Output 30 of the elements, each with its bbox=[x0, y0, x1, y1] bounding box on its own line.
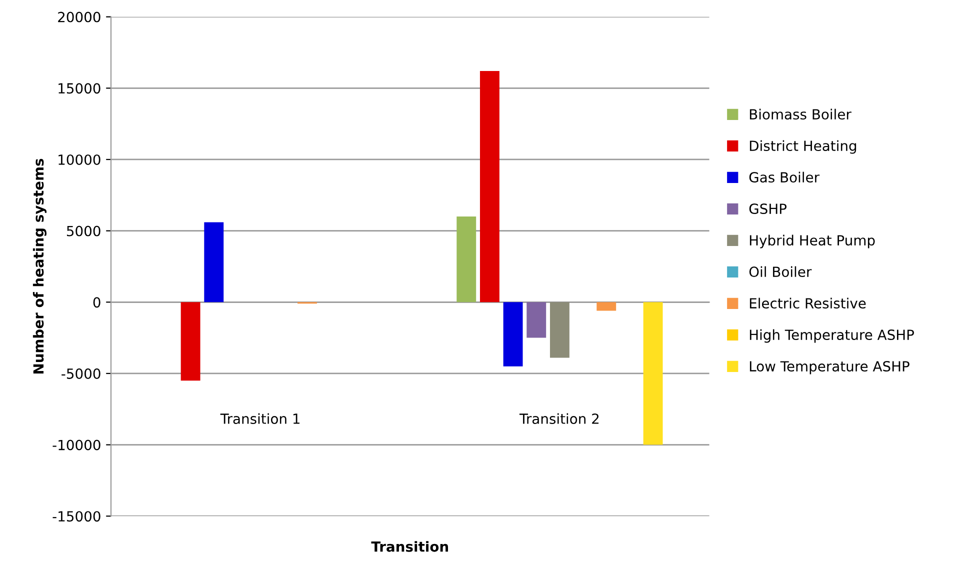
y-tick-label: 15000 bbox=[58, 83, 100, 94]
y-tick-label: -15000 bbox=[52, 511, 100, 522]
legend-label: Hybrid Heat Pump bbox=[750, 234, 875, 248]
bar bbox=[503, 302, 523, 366]
x-axis-title: Transition bbox=[371, 541, 448, 552]
y-tick-label: -5000 bbox=[62, 368, 100, 379]
y-tick-label: 20000 bbox=[58, 12, 100, 22]
bar bbox=[526, 302, 546, 338]
legend-label: District Heating bbox=[750, 140, 856, 154]
bar bbox=[456, 216, 476, 302]
x-tick-label: Transition 2 bbox=[519, 413, 599, 424]
bar bbox=[643, 302, 663, 445]
bar bbox=[180, 302, 200, 381]
legend-label: Electric Resistive bbox=[750, 298, 866, 309]
legend-label: Biomass Boiler bbox=[750, 108, 852, 120]
x-tick-label: Transition 1 bbox=[220, 413, 300, 424]
y-tick-label: 0 bbox=[93, 297, 100, 308]
bar bbox=[596, 302, 616, 311]
bar bbox=[550, 302, 570, 358]
legend-label: High Temperature ASHP bbox=[750, 329, 914, 343]
legend-label: Oil Boiler bbox=[749, 266, 812, 278]
legend-label: Gas Boiler bbox=[749, 172, 820, 183]
y-axis-title: Number of heating systems bbox=[32, 158, 46, 374]
bar bbox=[480, 71, 500, 302]
legend-label: Low Temperature ASHP bbox=[750, 361, 910, 374]
y-tick-label: 5000 bbox=[66, 226, 100, 236]
bar bbox=[204, 222, 224, 302]
legend-label: GSHP bbox=[749, 204, 787, 214]
y-tick-label: -10000 bbox=[52, 440, 100, 450]
y-tick-label: 10000 bbox=[58, 154, 100, 165]
